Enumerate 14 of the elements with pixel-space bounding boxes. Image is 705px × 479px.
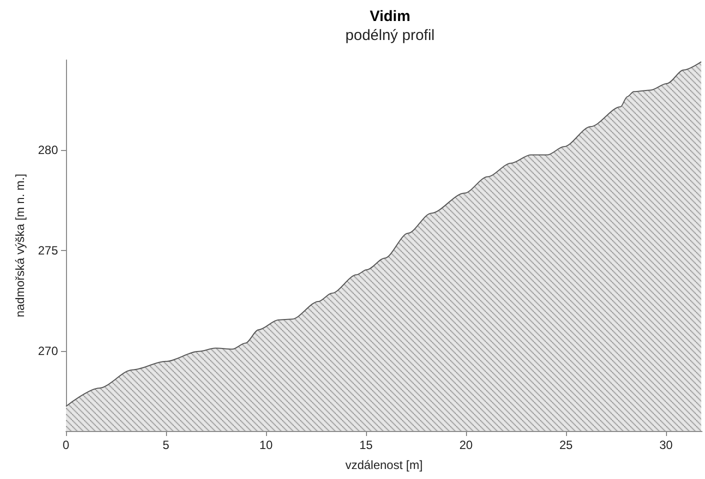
x-tick-label: 0 bbox=[62, 438, 70, 452]
y-tick-label: 275 bbox=[38, 244, 58, 258]
x-tick-label: 10 bbox=[259, 438, 273, 452]
y-tick-label: 280 bbox=[38, 143, 58, 158]
y-axis-title: nadmořská výška [m n. m.] bbox=[13, 174, 27, 318]
chart-title: Vidim bbox=[370, 8, 410, 25]
x-tick-label: 20 bbox=[459, 438, 473, 452]
x-axis-title: vzdálenost [m] bbox=[345, 458, 423, 472]
x-tick-label: 5 bbox=[162, 438, 170, 452]
x-tick-label: 15 bbox=[359, 438, 373, 452]
x-tick-label: 30 bbox=[659, 438, 673, 452]
y-tick-label: 270 bbox=[38, 344, 58, 358]
x-tick-label: 25 bbox=[559, 438, 573, 452]
chart-subtitle: podélný profil bbox=[345, 27, 435, 44]
